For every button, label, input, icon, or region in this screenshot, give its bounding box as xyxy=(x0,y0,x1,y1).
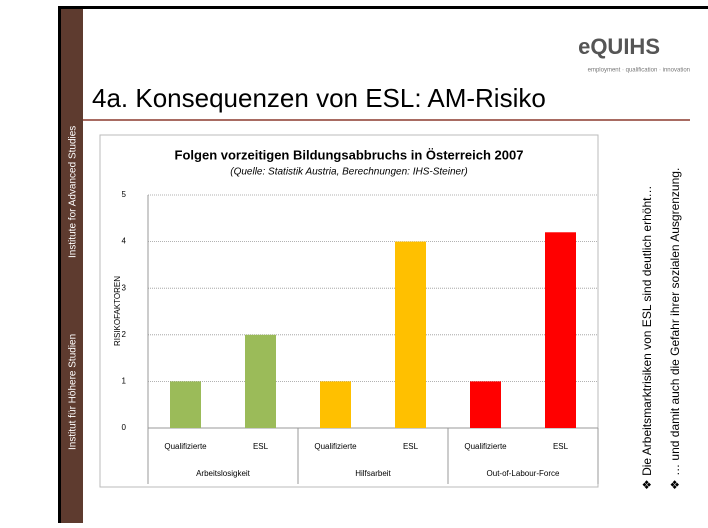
bar xyxy=(245,334,276,428)
bar xyxy=(320,381,351,428)
sidebar xyxy=(61,9,83,523)
slide-title: 4a. Konsequenzen von ESL: AM-Risiko xyxy=(92,83,546,113)
bar xyxy=(170,381,201,428)
y-tick-label: 5 xyxy=(122,190,127,199)
bullet: ❖ Die Arbeitsmarktrisiken von ESL sind d… xyxy=(640,186,654,490)
x-tick-label: ESL xyxy=(553,442,569,451)
x-tick-label: Qualifizierte xyxy=(314,442,357,451)
y-tick-label: 4 xyxy=(122,237,127,246)
x-tick-label: Qualifizierte xyxy=(464,442,507,451)
x-tick-label: ESL xyxy=(403,442,419,451)
x-tick-label: Qualifizierte xyxy=(164,442,207,451)
bar xyxy=(395,241,426,428)
y-tick-label: 2 xyxy=(122,330,127,339)
logo: eQUIHS xyxy=(578,34,660,59)
group-label: Out-of-Labour-Force xyxy=(487,469,560,478)
y-axis-label: RISIKOFAKTOREN xyxy=(113,276,122,346)
bullet: ❖ … und damit auch die Gefahr ihrer sozi… xyxy=(668,168,682,490)
y-tick-label: 3 xyxy=(122,283,127,292)
y-tick-label: 1 xyxy=(122,377,127,386)
chart-subtitle: (Quelle: Statistik Austria, Berechnungen… xyxy=(230,167,468,178)
bullet-text: Die Arbeitsmarktrisiken von ESL sind deu… xyxy=(640,186,654,476)
sidebar-text: Institut für Höhere Studien xyxy=(68,334,79,450)
left-border xyxy=(58,6,61,523)
sidebar-text: Institute for Advanced Studies xyxy=(68,126,79,258)
group-label: Hilfsarbeit xyxy=(355,469,391,478)
chart-title: Folgen vorzeitigen Bildungsabbruchs in Ö… xyxy=(175,147,524,162)
bar xyxy=(470,381,501,428)
top-border xyxy=(58,6,708,9)
group-label: Arbeitslosigkeit xyxy=(196,469,251,478)
bullet-text: … und damit auch die Gefahr ihrer sozial… xyxy=(668,168,682,476)
y-tick-label: 0 xyxy=(122,423,127,432)
logo-tagline: employment · qualification · innovation xyxy=(588,68,690,74)
bar xyxy=(545,232,576,428)
chart-frame xyxy=(99,134,599,488)
x-tick-label: ESL xyxy=(253,442,269,451)
